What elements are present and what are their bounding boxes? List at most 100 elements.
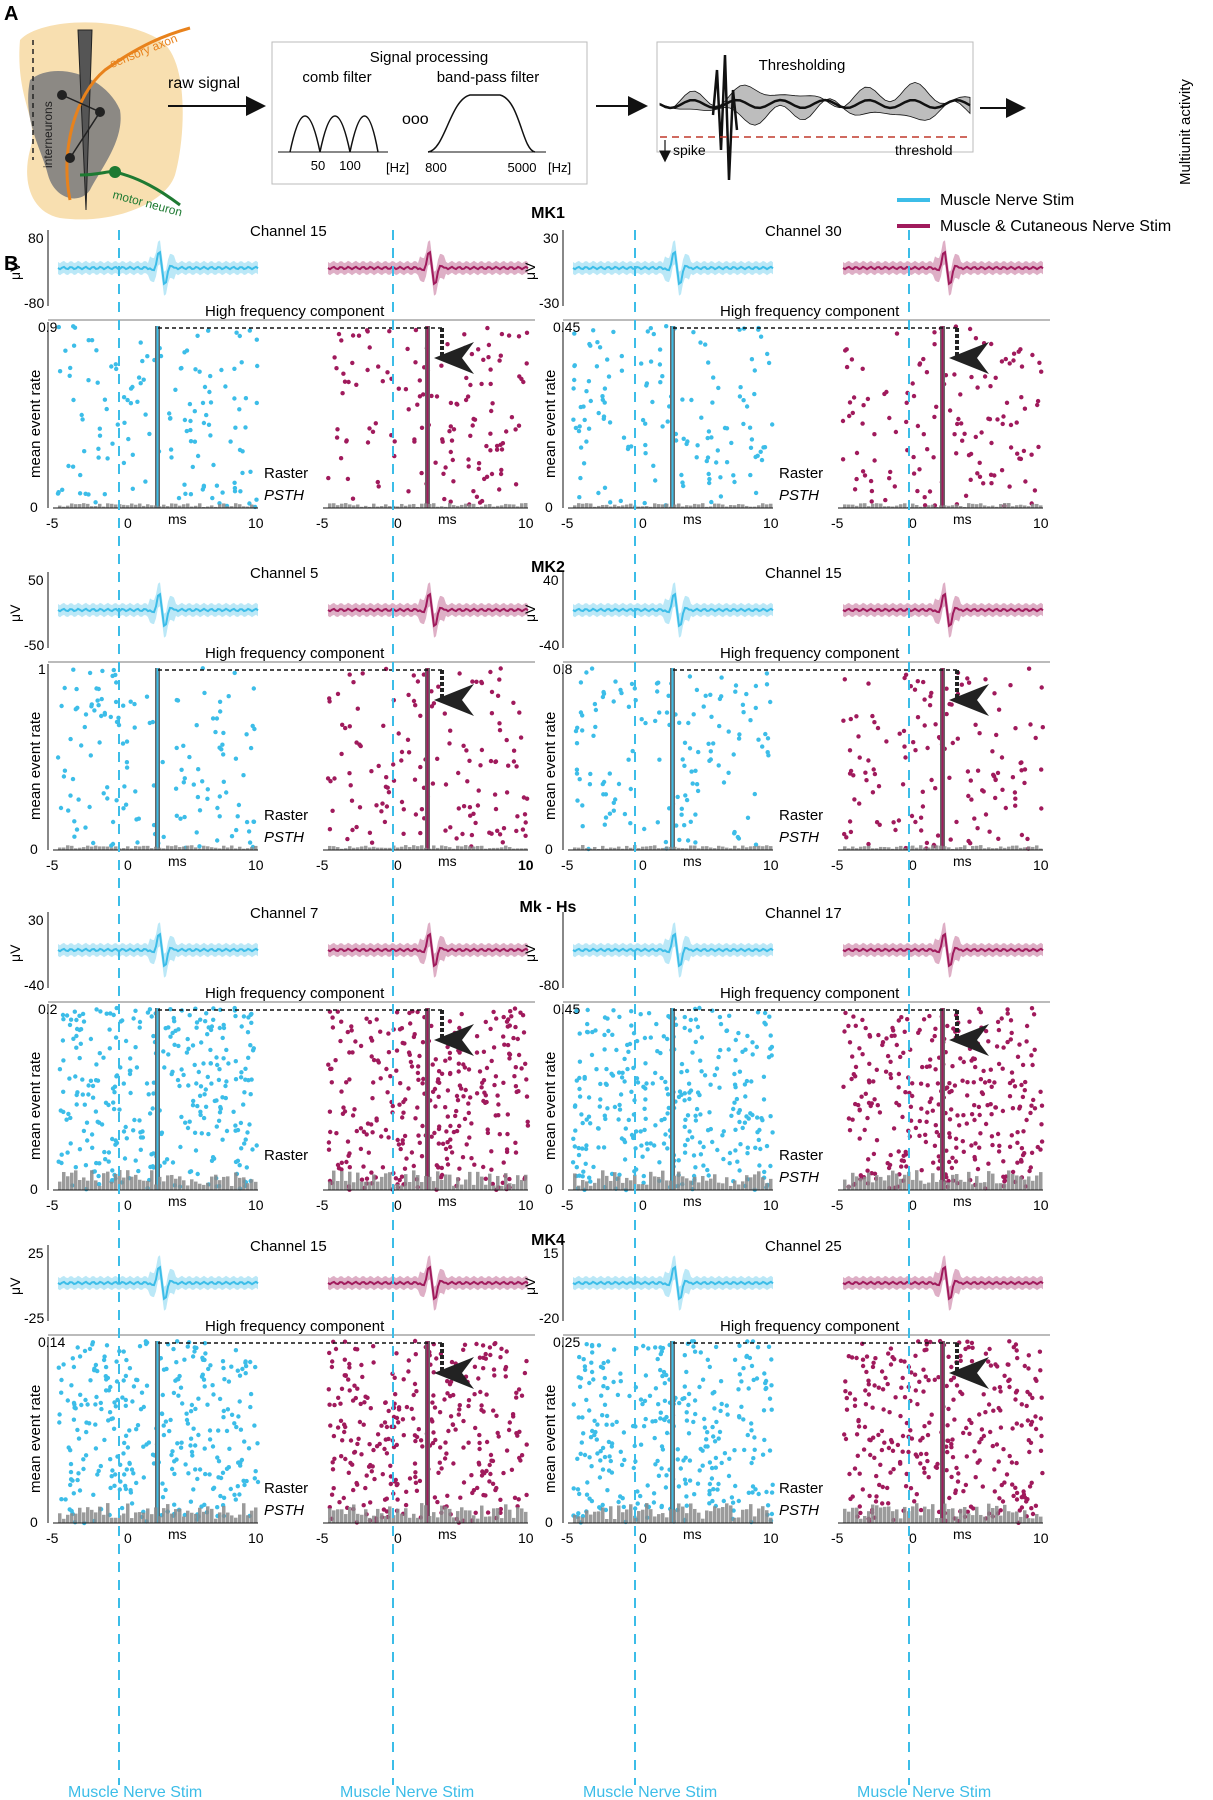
raster-dot [330,1015,335,1020]
raster-dot [61,1058,66,1063]
raster-dot [724,1403,729,1408]
raster-dot [574,741,580,746]
raster-dot [409,1150,415,1155]
psth-bar [222,503,226,508]
raster-dot [615,1392,621,1398]
psth-bar [749,1504,753,1523]
raster-dot [737,1415,742,1420]
raster-dot [602,1375,607,1381]
psth-bar [625,1177,629,1190]
raster-dot [924,840,930,846]
raster-dot [431,701,437,706]
raster-dot [688,1017,693,1023]
psth-bar [94,845,98,850]
raster-dot [413,1480,419,1486]
raster-dot [454,401,459,406]
raster-dot [121,1378,126,1383]
psth-bar [895,1509,899,1523]
psth-bar [214,1518,218,1523]
raster-dot [418,764,423,770]
raster-dot [856,734,861,739]
raster-dot [884,389,889,395]
raster-dot [419,1154,425,1159]
raster-dot [481,1355,486,1361]
raster-label: Raster [264,1480,308,1497]
psth-bar [633,1515,637,1523]
raster-dot [184,1050,190,1055]
raster-dot [578,680,584,685]
raster-dot [215,805,220,811]
psth-bar [1011,1512,1015,1523]
raster-dot [736,736,742,741]
raster-dot [214,716,220,721]
raster-dot [593,724,598,730]
comb-tick-100: 100 [339,158,361,173]
raster-dot [966,793,971,799]
raster-dot [214,1098,219,1103]
raster-dot [682,1098,687,1103]
psth-bar [633,1174,637,1190]
raster-dot [436,1069,442,1074]
raster-dot [683,793,688,798]
psth-bar [753,1174,757,1190]
raster-dot [1000,787,1005,792]
raster-dot [456,1069,461,1074]
raster-dot [711,741,716,746]
psth-bars-both [843,845,1043,850]
raster-dot [842,677,847,682]
psth-bar [737,1184,741,1190]
psth-bar [376,1508,380,1523]
psth-bar [82,847,86,850]
raster-dot [591,328,596,333]
raster-dot [144,694,150,699]
raster-dot [710,1498,715,1504]
raster-dot [932,1033,937,1039]
raster-dot [340,1438,345,1443]
raster-dot [944,1148,949,1153]
raster-dot [575,798,580,803]
raster-dot [705,1128,711,1133]
raster-dot [767,1014,772,1019]
raster-dot [202,384,208,390]
raster-label: Raster [264,807,308,824]
raster-dot [369,1054,374,1059]
raster-dot [160,1495,166,1500]
raster-dot [223,1095,228,1101]
raster-dot [933,722,938,727]
raster-dot [71,1491,77,1496]
raster-dot [170,1160,176,1165]
raster-dot [657,347,663,352]
psth-bar [126,505,130,508]
raster-dot [113,699,119,705]
psth-bar [524,848,528,850]
raster-dot [601,414,607,419]
raster-dot [184,348,190,353]
psth-bar [138,1179,142,1190]
raster-dot [504,1147,510,1152]
psth-bar [875,503,879,508]
raster-dot [732,831,737,836]
raster-dot [745,815,751,820]
psth-bar [504,1173,508,1190]
psth-bar [987,506,991,508]
raster-dot [350,827,355,833]
raster-dot [60,1012,66,1018]
raster-dot [384,1424,390,1430]
raster-dot [477,1355,483,1360]
raster-dot [445,1379,450,1384]
raster-dot [512,1074,517,1079]
raster-dot [739,1379,744,1384]
raster-dot [470,1490,475,1496]
raster-dot [119,1505,125,1511]
raster-dot [102,492,108,497]
raster-dot [394,1048,400,1053]
psth-bar [601,504,605,508]
raster-dot [981,341,987,346]
channel-label: Channel 5 [250,565,318,582]
raster-dot [385,785,390,790]
raster-dot [451,1461,456,1466]
raster-dot [1019,1146,1025,1151]
raster-dot [59,1497,64,1502]
raster-dot [234,330,239,335]
raster-dot [249,1020,254,1025]
